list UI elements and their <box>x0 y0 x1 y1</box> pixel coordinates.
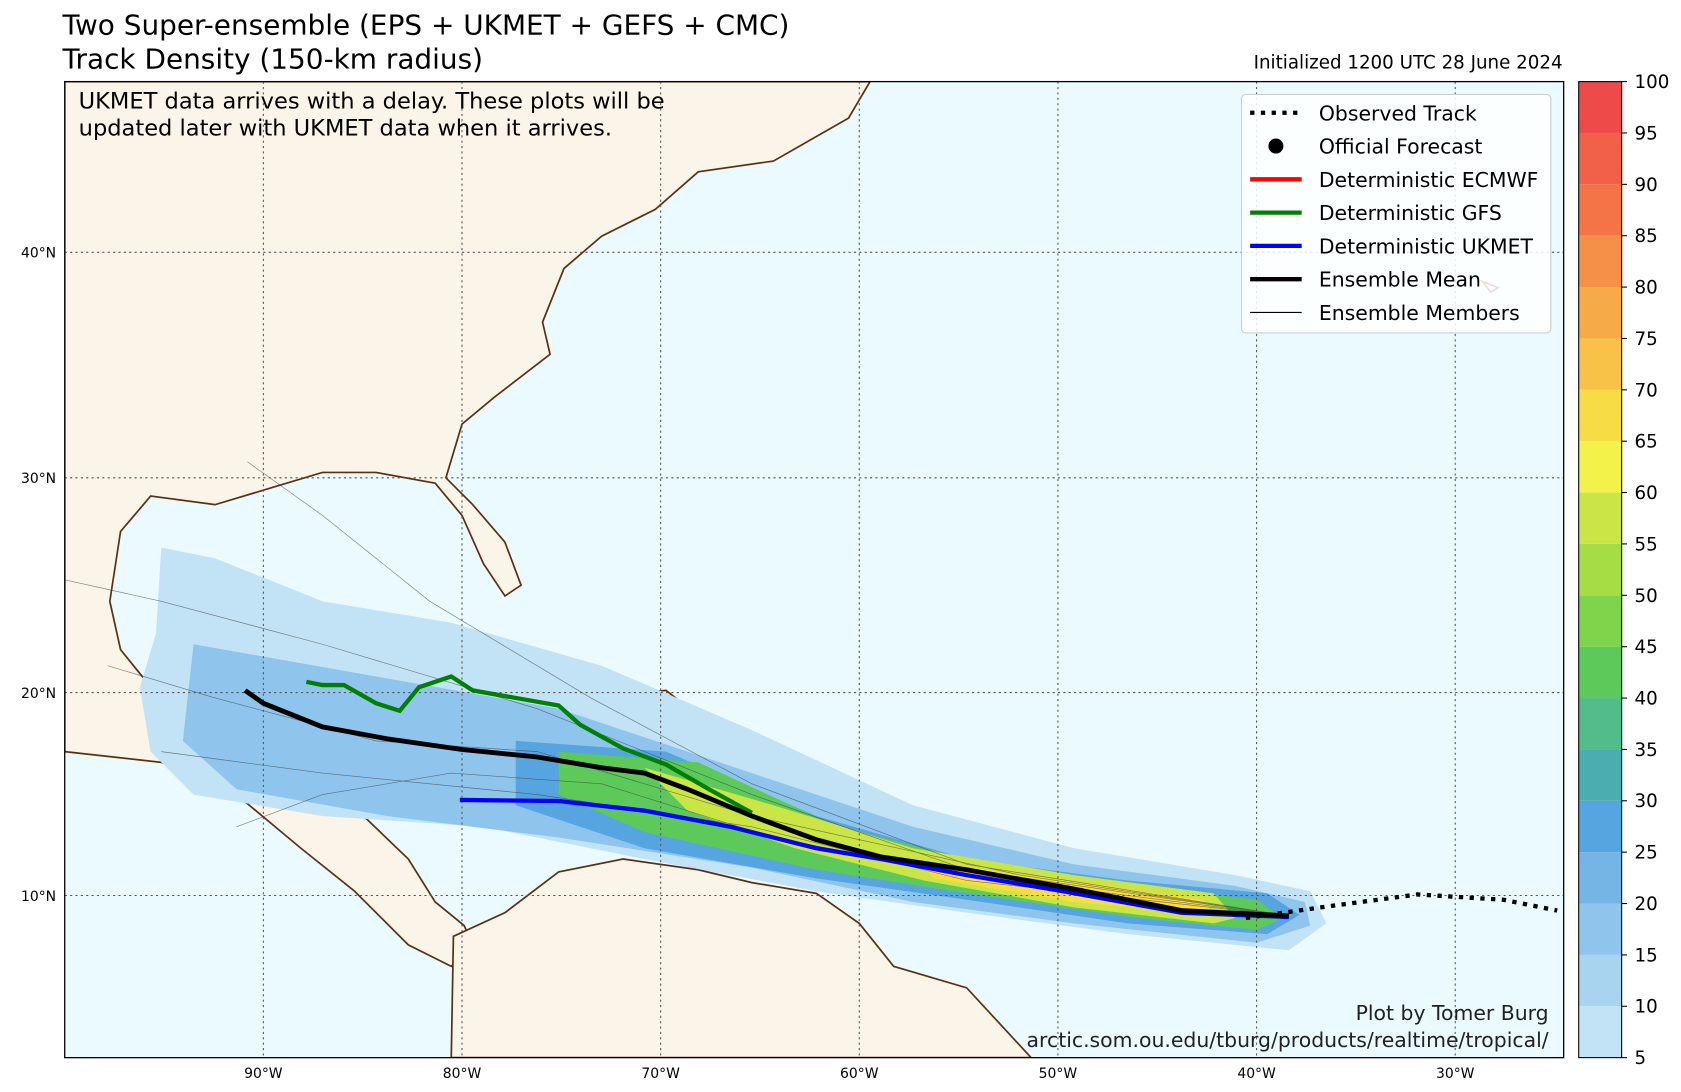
colorbar-tick-label: 25 <box>1635 843 1658 864</box>
colorbar-tick-label: 85 <box>1635 226 1658 247</box>
lat-label: 40°N <box>21 246 56 262</box>
colorbar-tick-label: 35 <box>1635 740 1658 761</box>
colorbar-band <box>1578 698 1622 750</box>
gfs-track <box>305 674 753 815</box>
title: Two Super-ensemble (EPS + UKMET + GEFS +… <box>62 8 790 41</box>
colorbar-band <box>1578 338 1622 390</box>
legend-label: Deterministic ECMWF <box>1319 168 1539 192</box>
colorbar-tick-label: 65 <box>1635 432 1658 453</box>
colorbar-band <box>1578 852 1622 904</box>
legend-label: Official Forecast <box>1319 135 1483 159</box>
colorbar-band <box>1578 800 1622 853</box>
colorbar-band <box>1578 441 1622 493</box>
init-time: Initialized 1200 UTC 28 June 2024 <box>1254 53 1563 74</box>
colorbar-tick-label: 50 <box>1635 586 1658 607</box>
colorbar-tick-label: 90 <box>1635 175 1658 196</box>
note-line: UKMET data arrives with a delay. These p… <box>79 88 665 114</box>
credit: Plot by Tomer Burg <box>1356 1001 1549 1025</box>
colorbar-band <box>1578 132 1622 185</box>
lon-label: 60°W <box>840 1066 879 1082</box>
colorbar: 5 10 15 20 25 30 35 40 45 50 55 60 65 70 75 80 85 90 95 100 <box>1578 72 1670 1069</box>
lat-label: 20°N <box>21 686 56 702</box>
colorbar-tick-label: 75 <box>1635 329 1658 350</box>
ukmet-track <box>459 797 1289 920</box>
colorbar-tick-label: 95 <box>1635 123 1658 144</box>
colorbar-tick-label: 80 <box>1635 278 1658 299</box>
colorbar-band <box>1578 646 1622 699</box>
colorbar-band <box>1578 81 1622 133</box>
lon-label: 90°W <box>244 1066 283 1082</box>
colorbar-tick-label: 55 <box>1635 534 1658 555</box>
colorbar-band <box>1578 954 1622 1007</box>
lon-label: 80°W <box>443 1066 482 1082</box>
subtitle: Track Density (150-km radius) <box>62 43 483 76</box>
legend-label: Deterministic UKMET <box>1319 234 1534 258</box>
colorbar-tick-label: 5 <box>1635 1048 1647 1069</box>
legend-entries: Observed Track Official Forecast Determini… <box>1250 101 1538 325</box>
colorbar-frame <box>1578 81 1623 1059</box>
legend-marker <box>1268 138 1284 154</box>
colorbar-tick-label: 100 <box>1635 72 1670 93</box>
colorbar-tick-label: 60 <box>1635 483 1658 504</box>
colorbar-tick-label: 20 <box>1635 894 1658 915</box>
colorbar-band <box>1578 287 1622 339</box>
colorbar-tick-label: 15 <box>1635 945 1658 966</box>
lon-label: 40°W <box>1237 1066 1276 1082</box>
colorbar-tick-label: 70 <box>1635 380 1658 401</box>
legend-label: Deterministic GFS <box>1319 201 1502 225</box>
colorbar-band <box>1578 749 1622 801</box>
legend <box>1241 93 1552 334</box>
map-frame <box>64 80 1565 1059</box>
observed-track <box>1245 892 1558 921</box>
colorbar-band <box>1578 543 1622 596</box>
colorbar-band <box>1578 903 1622 955</box>
lon-label: 70°W <box>641 1066 680 1082</box>
colorbar-tick-label: 10 <box>1635 997 1658 1018</box>
colorbar-tick-label: 45 <box>1635 637 1658 658</box>
lon-label: 50°W <box>1039 1066 1078 1082</box>
colorbar-band <box>1578 1006 1622 1058</box>
lat-label: 10°N <box>21 889 56 905</box>
lat-label: 30°N <box>21 471 56 487</box>
legend-label: Observed Track <box>1319 101 1477 125</box>
colorbar-band <box>1578 389 1622 442</box>
ensemble-mean-track <box>243 688 1289 919</box>
legend-label: Ensemble Members <box>1319 301 1520 325</box>
colorbar-tick-label: 30 <box>1635 791 1658 812</box>
colorbar-band <box>1578 595 1622 647</box>
colorbar-band <box>1578 492 1622 544</box>
lon-label: 30°W <box>1436 1066 1475 1082</box>
note-line: updated later with UKMET data when it ar… <box>79 115 612 141</box>
colorbar-band <box>1578 235 1622 288</box>
axis-labels: 10°N 20°N 30°N 40°N 90°W 80°W 70°W 60°W 50°W 40°W… <box>21 246 1475 1082</box>
colorbar-tick-label: 40 <box>1635 688 1658 709</box>
legend-label: Ensemble Mean <box>1319 268 1481 292</box>
credit: arctic.som.ou.edu/tburg/products/realtim… <box>1027 1028 1549 1052</box>
colorbar-band <box>1578 184 1622 236</box>
